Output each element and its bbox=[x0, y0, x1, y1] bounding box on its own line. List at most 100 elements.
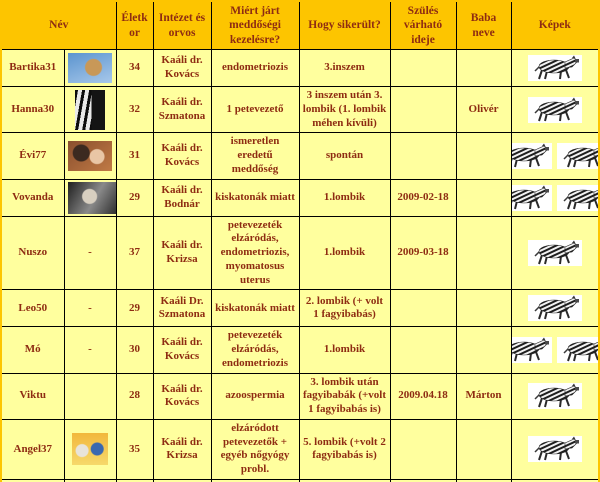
age-cell: 34 bbox=[115, 49, 154, 88]
result-cell: 3 inszem után 3. lombik (1. lombik méhen… bbox=[298, 86, 391, 134]
member-row: Évi77 31 Kaáli dr. Kovács ismeretlen eredet… bbox=[0, 132, 600, 180]
treatment-reason-cell: azoospermia bbox=[210, 372, 300, 420]
result-cell: 1.lombik bbox=[298, 215, 391, 291]
treatment-reason-cell: kiskatonák miatt bbox=[210, 178, 300, 217]
family-photo-icon bbox=[68, 141, 112, 171]
baby-name-cell bbox=[455, 178, 512, 217]
no-photo-dash: - bbox=[88, 246, 92, 259]
treatment-reason-cell: elzáródott petevezetők + egyéb nőgyógy p… bbox=[210, 418, 300, 480]
column-header-institute: Intézet és orvos bbox=[152, 0, 212, 51]
zebra-image bbox=[512, 337, 553, 363]
zebra-images-group bbox=[515, 436, 596, 463]
zebra-image bbox=[527, 436, 582, 463]
member-photo-cell: - bbox=[63, 326, 117, 374]
result-cell: 1.lombik bbox=[298, 326, 391, 374]
pictures-cell bbox=[510, 372, 600, 420]
due-date-cell bbox=[389, 49, 457, 88]
result-cell: 3.inszem bbox=[298, 49, 391, 88]
no-photo-dash: - bbox=[88, 343, 92, 356]
member-photo-cell bbox=[63, 132, 117, 180]
doctor-cell: Kaáli dr. Bodnár bbox=[152, 178, 212, 217]
member-name-cell: Mó bbox=[0, 326, 65, 374]
due-date-cell bbox=[389, 289, 457, 328]
header-row: Név Életkor Intézet és orvos Miért járt … bbox=[0, 0, 600, 51]
giraffe-photo-icon bbox=[68, 53, 112, 84]
member-photo-cell: - bbox=[63, 289, 117, 328]
member-name-cell: Vovanda bbox=[0, 178, 65, 217]
member-name-cell: Leo50 bbox=[0, 289, 65, 328]
baby-name-cell bbox=[455, 326, 512, 374]
age-cell: 31 bbox=[115, 132, 154, 180]
zebra-image bbox=[557, 337, 599, 363]
column-header-baby-name: Baba neve bbox=[455, 0, 512, 51]
member-row: Nuszo - 37 Kaáli dr. Krizsa petevezeték elzá… bbox=[0, 215, 600, 291]
treatment-reason-cell: petevezeték elzáródás, endometriozis bbox=[210, 326, 300, 374]
member-row: Vovanda 29 Kaáli dr. Bodnár kiskatonák miat… bbox=[0, 178, 600, 217]
age-cell: 35 bbox=[115, 418, 154, 480]
pictures-cell bbox=[510, 326, 600, 374]
member-photo-cell bbox=[63, 49, 117, 88]
zebra-image bbox=[527, 295, 582, 322]
zebra-image bbox=[557, 143, 599, 169]
pictures-cell bbox=[510, 178, 600, 217]
result-cell: 3. lombik után fagyibabák (+volt 1 fagyi… bbox=[298, 372, 391, 420]
age-cell: 30 bbox=[115, 326, 154, 374]
pictures-cell bbox=[510, 418, 600, 480]
doctor-cell: Kaáli dr. Kovács bbox=[152, 326, 212, 374]
member-photo-cell bbox=[63, 372, 117, 420]
treatment-reason-cell: 1 petevezető bbox=[210, 86, 300, 134]
treatment-reason-cell: endometriozis bbox=[210, 49, 300, 88]
due-date-cell bbox=[389, 326, 457, 374]
car-photo-icon bbox=[67, 181, 116, 214]
member-row: Hanna30 32 Kaáli dr. Szmatona 1 petevezető 3… bbox=[0, 86, 600, 134]
pictures-cell bbox=[510, 289, 600, 328]
member-row: Viktu 28 Kaáli dr. Kovács azoospermia 3. lom… bbox=[0, 372, 600, 420]
member-name-cell: Évi77 bbox=[0, 132, 65, 180]
member-photo-cell: - bbox=[63, 215, 117, 291]
doctor-cell: Kaáli dr. Krizsa bbox=[152, 418, 212, 480]
pictures-cell bbox=[510, 478, 600, 482]
zebra-image bbox=[527, 96, 582, 123]
zebra-image bbox=[512, 184, 553, 211]
column-header-result: Hogy sikerült? bbox=[298, 0, 391, 51]
column-header-due-date: Szülés várható ideje bbox=[389, 0, 457, 51]
zebra-image bbox=[527, 240, 582, 266]
member-photo-cell bbox=[63, 86, 117, 134]
age-cell: 32 bbox=[115, 86, 154, 134]
doctor-cell: Kaáli dr. Kovács bbox=[152, 132, 212, 180]
baby-name-cell: Márton bbox=[455, 372, 512, 420]
pictures-cell bbox=[510, 215, 600, 291]
member-row: Leo50 - 29 Kaáli Dr. Szmatona kiskatonák mia… bbox=[0, 289, 600, 328]
zebra-image bbox=[512, 143, 553, 169]
pictures-cell bbox=[510, 49, 600, 88]
pictures-cell bbox=[510, 86, 600, 134]
baby-name-cell bbox=[455, 418, 512, 480]
member-name-cell: Viktu bbox=[0, 372, 65, 420]
zebra-images-group bbox=[515, 383, 596, 410]
result-cell: 2. lombik (+ volt 1 fagyibabás) bbox=[298, 289, 391, 328]
member-row: Mó - 30 Kaáli dr. Kovács petevezeték elzáród… bbox=[0, 326, 600, 374]
baby-name-cell bbox=[455, 289, 512, 328]
zebra-images-group bbox=[515, 240, 596, 266]
result-cell: 5. lombik (+volt 2 fagyibabás is) bbox=[298, 418, 391, 480]
no-photo-dash: - bbox=[88, 301, 92, 314]
doctor-cell: Kaáli dr. Krizsa bbox=[152, 215, 212, 291]
treatment-reason-cell: kiskatonák miatt bbox=[210, 289, 300, 328]
zebra-images-group bbox=[512, 143, 599, 169]
member-name-cell: Nuszo bbox=[0, 215, 65, 291]
column-header-name: Név bbox=[0, 0, 117, 51]
result-cell: 1.lombik bbox=[298, 178, 391, 217]
due-date-cell bbox=[389, 86, 457, 134]
treatment-reason-cell: petevezeték elzáródás, endometriozis, my… bbox=[210, 215, 300, 291]
treatment-reason-cell: ismeretlen eredetű meddőség bbox=[210, 132, 300, 180]
result-cell: spontán bbox=[298, 132, 391, 180]
zebra-images-group bbox=[515, 55, 596, 82]
due-date-cell bbox=[389, 418, 457, 480]
doctor-cell: Kaáli dr. Kovács bbox=[152, 372, 212, 420]
baby-name-cell: Olivér bbox=[455, 86, 512, 134]
member-row: Bartika31 34 Kaáli dr. Kovács endometriozis… bbox=[0, 49, 600, 88]
member-name-cell: Hanna30 bbox=[0, 86, 65, 134]
age-cell: 37 bbox=[115, 215, 154, 291]
age-cell: 29 bbox=[115, 178, 154, 217]
due-date-cell: 2009-03-18 bbox=[389, 215, 457, 291]
